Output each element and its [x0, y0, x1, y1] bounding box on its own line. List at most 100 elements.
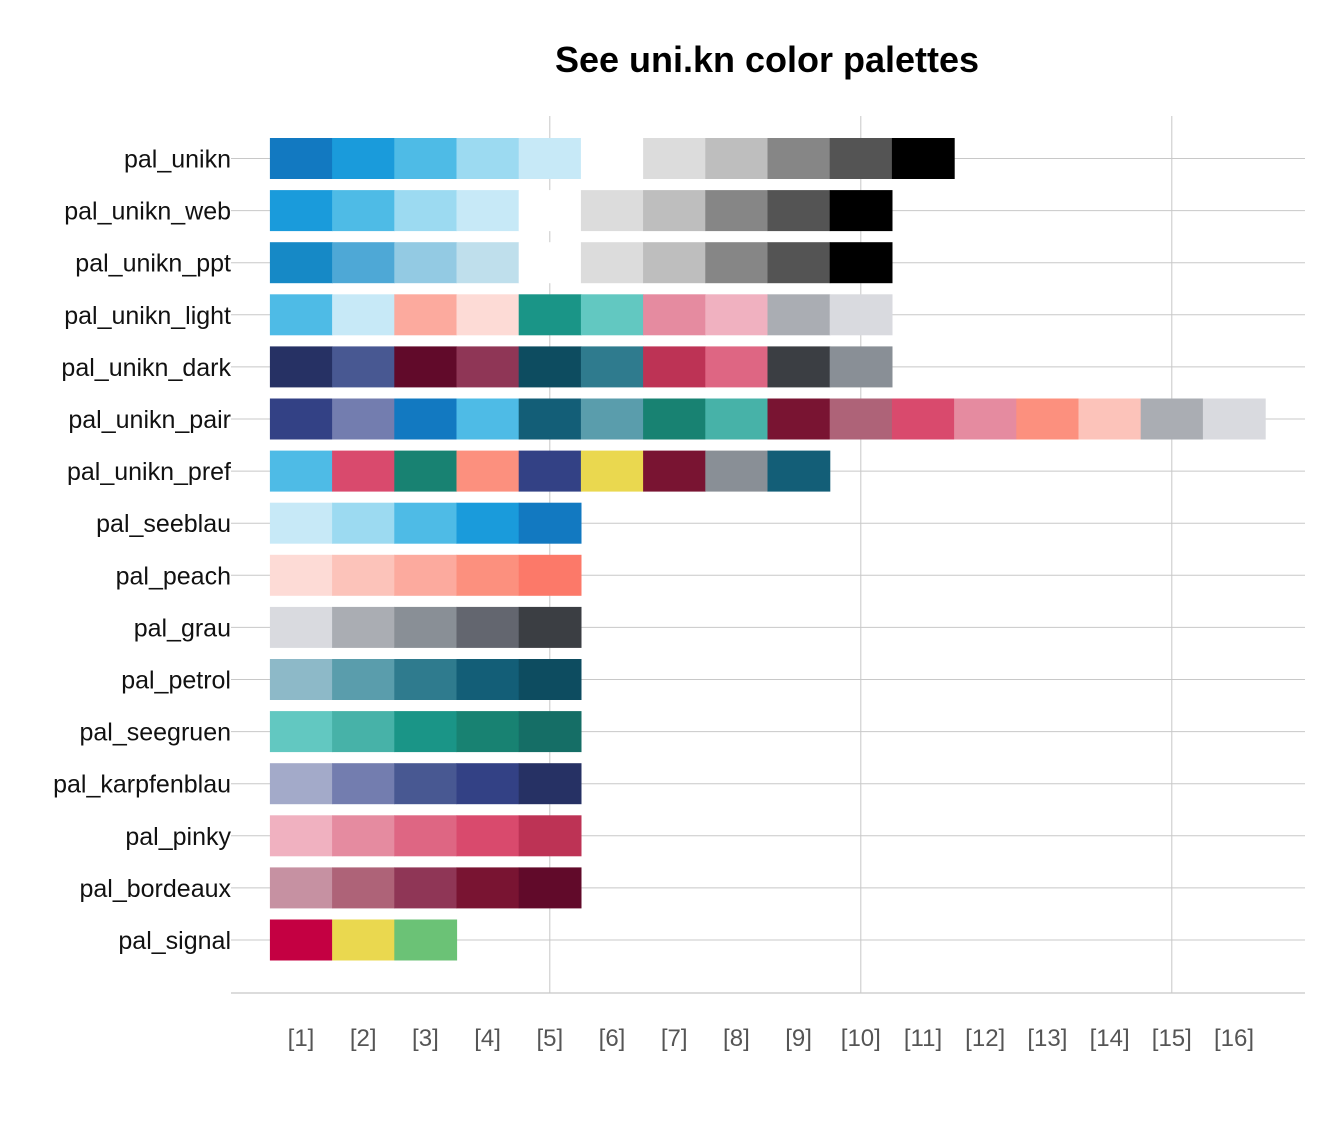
color-swatch: [829, 398, 893, 440]
palette-label: pal_seegruen: [79, 719, 231, 747]
color-swatch: [829, 138, 893, 179]
color-swatch: [767, 294, 831, 336]
x-tick-label: [14]: [1090, 1025, 1130, 1052]
color-swatch: [518, 763, 582, 805]
color-swatch: [456, 294, 520, 336]
palette-row-pal_unikn_web: [269, 190, 893, 232]
color-swatch: [394, 919, 458, 961]
color-swatch: [580, 294, 644, 336]
color-swatch: [580, 346, 644, 388]
color-swatch: [767, 346, 831, 388]
palette-label: pal_unikn_light: [64, 302, 231, 330]
palette-row-pal_seeblau: [269, 502, 582, 544]
color-swatch: [269, 138, 333, 179]
color-swatch: [269, 502, 333, 544]
color-swatch: [518, 815, 582, 857]
x-tick-label: [7]: [661, 1025, 688, 1052]
palette-row-pal_signal: [269, 919, 458, 961]
color-swatch: [332, 867, 395, 909]
color-swatch: [643, 294, 706, 336]
color-swatch: [891, 138, 955, 179]
x-tick-label: [5]: [536, 1025, 563, 1052]
color-swatch: [456, 867, 520, 909]
x-tick-label: [8]: [723, 1025, 750, 1052]
color-swatch: [643, 450, 706, 492]
color-swatch: [1140, 398, 1204, 440]
color-swatch: [518, 502, 582, 544]
color-swatch: [394, 346, 458, 388]
x-tick-label: [10]: [841, 1025, 881, 1052]
color-swatch: [332, 346, 395, 388]
color-swatch: [269, 659, 333, 700]
color-swatch: [456, 138, 520, 179]
color-swatch: [332, 242, 395, 284]
color-swatch: [580, 398, 644, 440]
color-swatch: [456, 815, 520, 857]
color-swatch: [456, 659, 520, 700]
color-swatch: [456, 763, 520, 805]
color-swatch: [518, 346, 582, 388]
color-swatch: [394, 711, 458, 753]
color-swatch: [1078, 398, 1142, 440]
color-swatch: [518, 190, 582, 232]
palette-row-pal_unikn_light: [269, 294, 893, 336]
color-swatch: [829, 242, 893, 284]
color-swatch: [332, 138, 395, 179]
palette-label: pal_seeblau: [96, 510, 231, 538]
color-swatch: [518, 138, 582, 179]
color-swatch: [456, 190, 520, 232]
color-swatch: [456, 346, 520, 388]
x-tick-label: [16]: [1214, 1025, 1254, 1052]
x-tick-label: [4]: [474, 1025, 501, 1052]
color-swatch: [332, 815, 395, 857]
color-swatch: [643, 242, 706, 284]
color-swatch: [394, 815, 458, 857]
color-swatch: [456, 711, 520, 753]
color-swatch: [1016, 398, 1080, 440]
x-tick-label: [6]: [599, 1025, 626, 1052]
palette-row-pal_unikn_pref: [269, 450, 831, 492]
color-swatch: [332, 554, 395, 596]
color-swatch: [580, 242, 644, 284]
color-swatch: [269, 242, 333, 284]
color-swatch: [394, 450, 458, 492]
color-swatch: [269, 346, 333, 388]
color-swatch: [705, 346, 769, 388]
palette-label: pal_unikn_pref: [67, 458, 231, 486]
color-swatch: [394, 398, 458, 440]
color-swatch: [269, 763, 333, 805]
color-swatch: [829, 346, 893, 388]
palette-row-pal_peach: [269, 554, 582, 596]
x-tick-label: [13]: [1027, 1025, 1067, 1052]
color-swatch: [456, 450, 520, 492]
color-swatch: [643, 398, 706, 440]
x-tick-label: [1]: [288, 1025, 315, 1052]
color-swatch: [269, 190, 333, 232]
x-tick-labels: [1] [2] [3] [4] [5] [6] [7] [8] [9] [10] [11] [12] […: [288, 1025, 1254, 1052]
color-swatch: [394, 242, 458, 284]
palette-label: pal_peach: [116, 562, 231, 590]
color-swatch: [332, 450, 395, 492]
color-swatch: [269, 919, 333, 961]
palette-row-pal_karpfenblau: [269, 763, 582, 805]
color-swatch: [580, 138, 644, 179]
color-swatch: [332, 398, 395, 440]
x-tick-label: [3]: [412, 1025, 439, 1052]
color-swatch: [332, 763, 395, 805]
color-swatch: [518, 659, 582, 700]
color-swatch: [829, 190, 893, 232]
palette-row-pal_unikn_ppt: [269, 242, 893, 284]
color-swatch: [518, 554, 582, 596]
color-swatch: [643, 138, 706, 179]
color-swatch: [954, 398, 1017, 440]
palette-label: pal_pinky: [125, 823, 231, 851]
color-swatch: [705, 294, 769, 336]
color-swatch: [705, 450, 769, 492]
color-swatch: [518, 711, 582, 753]
palette-label: pal_grau: [134, 614, 231, 642]
color-swatch: [456, 502, 520, 544]
palette-row-pal_grau: [269, 606, 582, 648]
color-swatch: [332, 294, 395, 336]
color-swatch: [643, 346, 706, 388]
palette-labels: pal_unikn pal_unikn_web pal_unikn_ppt pal_u…: [53, 146, 231, 956]
